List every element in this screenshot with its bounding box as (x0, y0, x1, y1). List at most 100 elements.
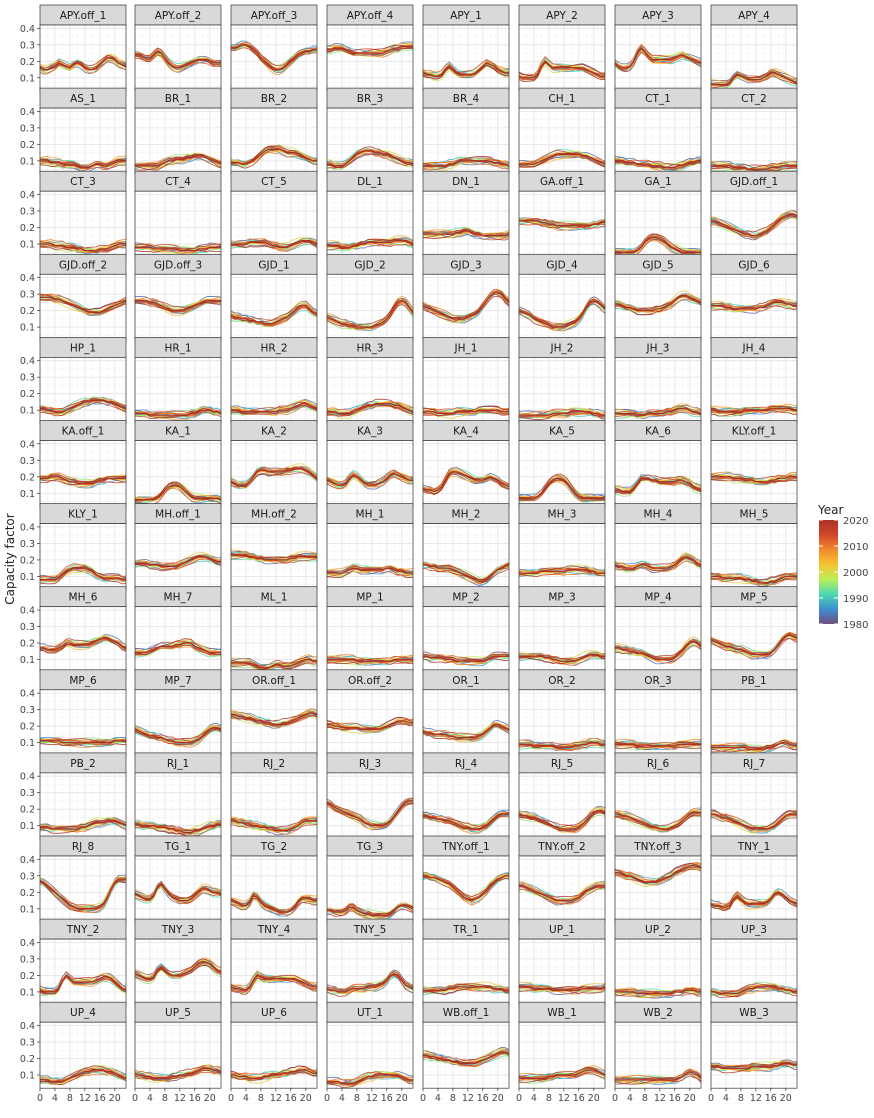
year-series-line (134, 481, 222, 500)
year-series-line (422, 228, 510, 241)
facet-panel: GJD_1 (230, 253, 318, 341)
year-series-line (422, 876, 510, 902)
facet-plot-area (423, 25, 509, 91)
facet-label: APY.off_4 (347, 10, 394, 22)
y-tick-label: 0.2 (20, 971, 35, 982)
year-series-line (39, 294, 127, 315)
year-series-line (326, 299, 414, 328)
x-tick-label: 8 (67, 1093, 73, 1104)
year-series-line (231, 44, 317, 71)
facet-label: RJ_2 (263, 758, 285, 770)
facet-panel: WB_2 0 4 8 12 16 20 (612, 1001, 702, 1104)
facet-plot-area (231, 440, 317, 507)
year-series-line (40, 1069, 127, 1083)
year-series-line (39, 240, 127, 254)
year-series-line (134, 961, 222, 980)
year-series-line (614, 48, 702, 68)
x-tick-label: 8 (450, 1093, 456, 1104)
facet-label: MH_7 (164, 592, 193, 604)
legend-ticks: 1980 1990 2000 2010 2020 (819, 516, 868, 631)
year-series-line (40, 567, 126, 581)
year-series-line (710, 632, 798, 654)
facet-label: UP_6 (261, 1007, 287, 1019)
y-tick-label: 0.4 (20, 689, 35, 700)
facet-panel: GA.off_1 (518, 170, 606, 258)
year-series-line (423, 655, 509, 662)
legend-title: Year (817, 503, 843, 517)
facet-label: GJD_5 (642, 259, 673, 271)
facet-panel: MH_1 (326, 503, 414, 590)
x-tick-label: 16 (477, 1093, 489, 1104)
year-series-line (422, 567, 510, 583)
year-series-line (326, 239, 414, 247)
year-series-line (518, 810, 606, 828)
x-tick-label: 20 (204, 1093, 216, 1104)
facet-panel: KLY_1 0.1 0.2 0.3 0.4 (20, 503, 127, 590)
y-tick-label: 0.4 (20, 606, 35, 617)
year-series-line (710, 1064, 798, 1072)
facet-label: CH_1 (548, 93, 575, 105)
facet-label: TR_1 (452, 924, 479, 936)
year-series-line (422, 723, 510, 739)
facet-plot-area (615, 856, 701, 922)
facet-panel: WB.off_1 0 4 8 12 16 20 (420, 1001, 510, 1104)
x-tick-label: 16 (765, 1093, 777, 1104)
facet-label: APY.off_1 (60, 10, 107, 22)
year-series-line (327, 47, 413, 56)
facet-panel: GJD_2 (326, 253, 414, 341)
facet-panel: WB_1 0 4 8 12 16 20 (516, 1001, 606, 1104)
facet-label: OR_2 (548, 675, 576, 687)
y-tick-label: 0.4 (20, 190, 35, 201)
facet-plot-area (135, 274, 221, 341)
legend-tick-label: 2020 (843, 516, 868, 527)
year-series-line (518, 569, 606, 578)
facet-panel: TNY.off_1 (422, 835, 510, 923)
year-series-line (230, 712, 318, 722)
year-series-line (711, 740, 797, 748)
facet-panel: KLY.off_1 (710, 420, 798, 507)
year-series-line (326, 716, 414, 730)
year-series-line (423, 653, 509, 660)
year-series-line (39, 242, 126, 250)
year-series-line (614, 293, 702, 314)
facet-panel: UP_4 0.1 0.2 0.3 0.4 0 4 8 12 16 20 (20, 1001, 127, 1104)
facet-label: CT_3 (70, 176, 96, 188)
facet-plot-area (423, 191, 509, 258)
year-series-line (326, 800, 413, 827)
x-tick-label: 16 (669, 1093, 681, 1104)
y-tick-label: 0.3 (20, 1038, 35, 1049)
facet-panel: TNY.off_3 (614, 835, 702, 923)
facet-label: MP_7 (164, 675, 191, 687)
x-tick-label: 0 (324, 1093, 330, 1104)
facet-label: HP_1 (70, 342, 96, 354)
facet-panel-border (326, 1021, 414, 1089)
y-tick-label: 0.4 (20, 273, 35, 284)
year-series-line (326, 717, 414, 733)
year-series-line (40, 637, 127, 651)
x-tick-label: 0 (132, 1093, 138, 1104)
year-series-line (422, 291, 510, 320)
year-series-line (710, 304, 798, 312)
year-series-line (135, 821, 222, 831)
facet-label: KLY.off_1 (732, 426, 777, 438)
y-tick-label: 0.1 (20, 323, 35, 334)
y-tick-label: 0.3 (20, 622, 35, 633)
year-series-line (230, 400, 318, 412)
year-series-line (134, 727, 222, 744)
facet-label: UP_5 (165, 1007, 191, 1019)
y-tick-label: 0.1 (20, 904, 35, 915)
facet-panel: MH_7 (134, 586, 222, 674)
year-series-line (615, 640, 702, 661)
year-series-line (326, 404, 414, 417)
x-tick-label: 16 (381, 1093, 393, 1104)
facet-label: UP_4 (70, 1007, 96, 1019)
year-series-line (710, 576, 798, 582)
year-series-line (518, 219, 606, 229)
facet-panel: MH_6 0.1 0.2 0.3 0.4 (20, 586, 127, 674)
facet-label: JH_3 (646, 342, 670, 354)
year-series-line (519, 153, 606, 165)
year-series-line (423, 160, 510, 167)
facet-panel: CT_3 0.1 0.2 0.3 0.4 (20, 170, 127, 258)
facet-label: TNY_5 (353, 924, 387, 936)
year-series-line (135, 50, 221, 69)
